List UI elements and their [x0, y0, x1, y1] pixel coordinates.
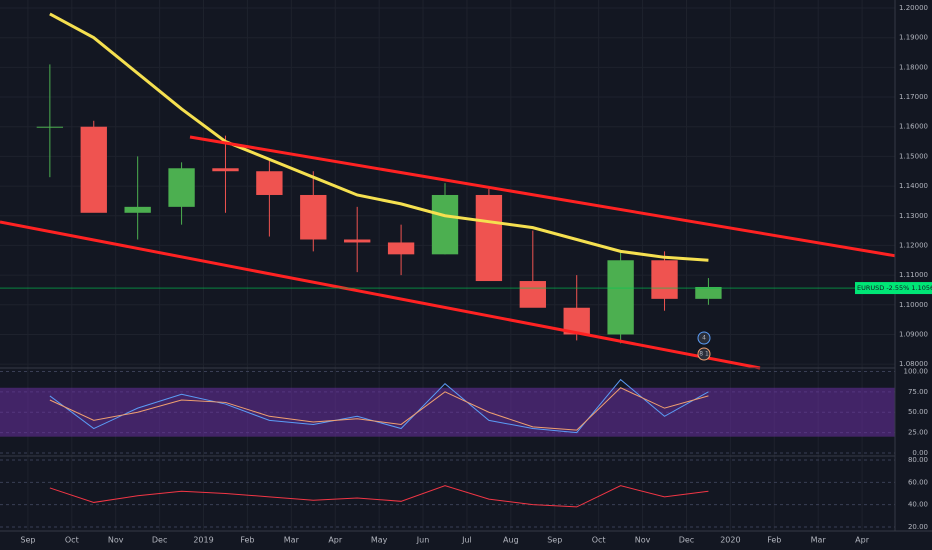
y-tick-label: 1.16000 [899, 123, 928, 131]
y-tick-label: 20.00 [908, 523, 928, 531]
y-tick-label: 1.11000 [899, 271, 928, 279]
x-tick-label: Mar [284, 536, 300, 545]
x-tick-label: Dec [679, 536, 694, 545]
price-label: EURUSD -2.55% 1.10564 [857, 284, 932, 292]
y-tick-label: 1.15000 [899, 152, 928, 160]
y-tick-label: 1.13000 [899, 212, 928, 220]
y-tick-label: 80.00 [908, 456, 928, 464]
x-tick-label: 2019 [193, 536, 213, 545]
candle-body [168, 168, 195, 207]
y-tick-label: 0.00 [912, 449, 928, 457]
candle-body [695, 286, 722, 299]
x-tick-label: Oct [65, 536, 79, 545]
x-tick-label: Oct [592, 536, 606, 545]
y-tick-label: 60.00 [908, 478, 928, 486]
x-tick-label: Mar [811, 536, 827, 545]
trend-line [189, 135, 895, 258]
candle-body [344, 239, 371, 243]
x-tick-label: 2020 [720, 536, 740, 545]
candle-body [387, 242, 415, 255]
y-tick-label: 75.00 [908, 388, 928, 396]
series-line [49, 387, 709, 431]
y-tick-label: 100.00 [904, 367, 929, 375]
y-tick-label: 40.00 [908, 501, 928, 509]
y-tick-label: 50.00 [908, 408, 928, 416]
series-line [49, 378, 709, 434]
price-tag [855, 282, 932, 295]
trend-lines [0, 135, 895, 370]
x-tick-label: May [371, 536, 388, 545]
y-tick-label: 1.18000 [899, 63, 928, 71]
series-line [49, 12, 709, 262]
y-tick-label: 1.12000 [899, 241, 928, 249]
candle-body [519, 281, 546, 308]
x-tick-label: Jul [461, 536, 472, 545]
y-tick-label: 25.00 [908, 429, 928, 437]
candle-body [212, 168, 239, 172]
x-tick-label: Feb [767, 536, 781, 545]
candle-body [607, 260, 634, 335]
y-tick-label: 1.09000 [899, 330, 928, 338]
y-tick-label: 1.20000 [899, 4, 928, 12]
x-tick-label: Sep [20, 536, 35, 545]
candle-body [36, 126, 64, 128]
candle-body [256, 171, 283, 195]
band [0, 387, 895, 437]
annotation: 8 1 [697, 347, 711, 361]
trend-line [0, 220, 761, 370]
annotation-text: 4 [702, 335, 706, 342]
x-tick-label: Nov [108, 536, 124, 545]
x-tick-label: Apr [328, 536, 343, 545]
candle-body [475, 194, 503, 282]
candle-body [124, 206, 151, 213]
series-line [49, 485, 709, 508]
x-tick-label: Dec [152, 536, 167, 545]
plot-area [0, 0, 895, 531]
x-tick-label: Nov [635, 536, 651, 545]
x-tick-label: Apr [855, 536, 870, 545]
y-tick-label: 1.17000 [899, 93, 928, 101]
annotation-text: 8 1 [699, 351, 709, 358]
x-tick-label: Sep [547, 536, 562, 545]
candle-body [80, 126, 107, 213]
candle-body [431, 194, 459, 255]
x-tick-label: Feb [240, 536, 254, 545]
y-tick-label: 1.08000 [899, 360, 928, 368]
annotation: 4 [697, 331, 711, 345]
x-tick-label: Jun [416, 536, 430, 545]
candle-body [651, 260, 678, 299]
y-tick-label: 1.19000 [899, 34, 928, 42]
y-tick-label: 1.14000 [899, 182, 928, 190]
x-tick-label: Aug [503, 536, 519, 545]
y-tick-label: 1.10000 [899, 301, 928, 309]
candle-body [300, 194, 327, 240]
